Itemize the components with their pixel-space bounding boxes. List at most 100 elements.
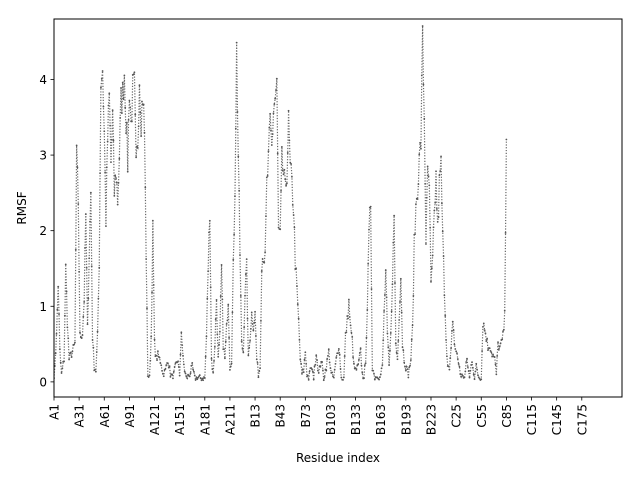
- data-point: [311, 370, 314, 373]
- data-point: [124, 106, 127, 109]
- data-point: [312, 378, 315, 381]
- data-point: [236, 110, 239, 113]
- data-point: [140, 135, 143, 138]
- data-point: [438, 174, 441, 176]
- data-point: [454, 348, 457, 350]
- data-point: [477, 374, 479, 376]
- data-point: [269, 112, 272, 115]
- data-point: [441, 230, 444, 233]
- data-point: [502, 328, 505, 331]
- data-point: [158, 356, 161, 359]
- data-point: [255, 334, 257, 337]
- data-point: [461, 374, 464, 377]
- data-point: [291, 204, 294, 206]
- rmsf-series-markers: [54, 25, 508, 382]
- data-point: [350, 331, 353, 334]
- x-tick-label: A1: [48, 404, 62, 420]
- data-point: [173, 365, 176, 368]
- data-point: [65, 290, 68, 293]
- data-point: [337, 352, 339, 355]
- data-point: [58, 313, 60, 316]
- data-point: [67, 337, 70, 340]
- data-point: [496, 355, 499, 357]
- data-point: [282, 173, 285, 176]
- data-point: [185, 375, 188, 378]
- data-point: [409, 359, 412, 361]
- data-point: [84, 213, 87, 215]
- data-point: [78, 270, 81, 273]
- data-point: [104, 171, 106, 174]
- data-point: [277, 226, 280, 229]
- data-point: [275, 77, 278, 80]
- data-point: [485, 340, 488, 343]
- data-point: [359, 347, 362, 350]
- data-point: [332, 376, 335, 379]
- x-tick-label: B103: [324, 404, 338, 435]
- data-point: [113, 194, 116, 197]
- data-point: [425, 196, 428, 199]
- data-point: [66, 326, 69, 329]
- data-point: [430, 280, 432, 283]
- data-point: [212, 371, 215, 374]
- data-point: [311, 368, 313, 371]
- data-point: [378, 378, 380, 381]
- data-point: [230, 362, 233, 365]
- data-point: [192, 368, 194, 371]
- data-point: [132, 73, 135, 76]
- y-axis-ticks: 0 1 2 3 4: [39, 73, 54, 389]
- data-point: [342, 376, 345, 379]
- data-point: [453, 343, 456, 346]
- data-point: [456, 358, 459, 360]
- data-point: [56, 308, 59, 311]
- data-point: [370, 288, 373, 290]
- data-point: [265, 215, 267, 218]
- data-point: [218, 330, 221, 333]
- data-point: [245, 258, 248, 261]
- x-tick-label: B163: [374, 404, 388, 435]
- data-point: [199, 377, 202, 380]
- x-tick-label: A211: [223, 404, 237, 435]
- data-point: [258, 370, 261, 373]
- x-tick-label: B223: [424, 404, 438, 435]
- data-point: [224, 357, 226, 360]
- data-point: [232, 258, 235, 261]
- data-point: [349, 324, 352, 327]
- data-point: [491, 355, 494, 358]
- x-tick-label: B73: [299, 404, 313, 428]
- data-point: [420, 147, 422, 150]
- data-point: [77, 203, 80, 205]
- data-point: [455, 350, 458, 353]
- data-point: [498, 345, 501, 348]
- data-point: [161, 369, 163, 372]
- data-point: [162, 375, 165, 378]
- data-point: [321, 361, 323, 363]
- data-point: [281, 169, 284, 172]
- data-point: [285, 184, 287, 187]
- data-point: [469, 369, 472, 372]
- data-point: [120, 86, 122, 89]
- data-point: [231, 311, 234, 314]
- data-point: [155, 354, 158, 357]
- data-point: [408, 366, 411, 369]
- data-point: [384, 294, 386, 296]
- data-point: [241, 348, 244, 350]
- data-point: [401, 346, 404, 349]
- data-point: [118, 157, 121, 160]
- data-point: [197, 376, 199, 379]
- data-point: [152, 284, 155, 286]
- data-point: [301, 372, 303, 375]
- data-point: [446, 355, 448, 358]
- data-point: [347, 298, 350, 301]
- data-point: [88, 257, 91, 260]
- data-point: [213, 360, 215, 362]
- plot-frame: [53, 18, 623, 398]
- x-tick-label: A91: [123, 404, 137, 427]
- data-point: [58, 348, 61, 351]
- data-point: [267, 150, 270, 153]
- data-point: [208, 231, 210, 234]
- data-point: [327, 354, 329, 357]
- data-point: [466, 357, 468, 360]
- data-point: [325, 369, 328, 372]
- data-point: [381, 364, 384, 366]
